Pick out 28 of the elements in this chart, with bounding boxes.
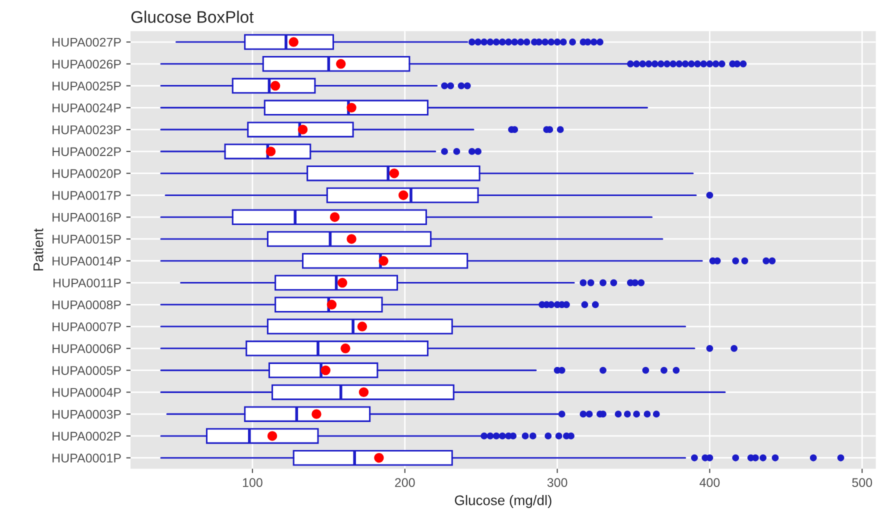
y-tick-label: HUPA0011P bbox=[54, 278, 121, 288]
y-tick-label: HUPA0001P bbox=[52, 454, 121, 462]
y-tick-label: HUPA0004P bbox=[52, 388, 121, 397]
x-axis-title: Glucose (mg/dl) bbox=[454, 495, 552, 508]
y-tick-label: HUPA0006P bbox=[52, 344, 121, 354]
x-tick-label: 400 bbox=[700, 478, 720, 487]
y-tick-label: HUPA0026P bbox=[52, 60, 121, 69]
x-tick-label: 200 bbox=[395, 478, 415, 487]
y-axis-title: Patient bbox=[33, 228, 44, 270]
y-tick-label: HUPA0017P bbox=[52, 191, 121, 200]
x-tick-label: 300 bbox=[547, 478, 568, 487]
y-tick-label: HUPA0003P bbox=[52, 410, 121, 419]
y-tick-label: HUPA0005P bbox=[52, 366, 121, 375]
y-tick-label: HUPA0016P bbox=[52, 212, 121, 222]
y-tick-label: HUPA0027P bbox=[52, 38, 121, 47]
y-tick-label: HUPA0014P bbox=[52, 256, 121, 266]
x-tick-label: 500 bbox=[852, 478, 872, 487]
y-tick-label: HUPA0022P bbox=[52, 147, 121, 156]
chart-title: Glucose BoxPlot bbox=[131, 10, 254, 23]
y-tick-label: HUPA0008P bbox=[52, 300, 121, 310]
y-tick-label: HUPA0024P bbox=[52, 103, 121, 112]
y-tick-label: HUPA0023P bbox=[52, 125, 121, 134]
y-tick-label: HUPA0007P bbox=[52, 322, 121, 332]
y-tick-label: HUPA0002P bbox=[52, 432, 121, 441]
y-tick-label: HUPA0025P bbox=[52, 82, 121, 90]
y-tick-label: HUPA0020P bbox=[52, 169, 121, 178]
x-tick-label: 100 bbox=[242, 478, 262, 487]
y-tick-label: HUPA0015P bbox=[52, 234, 121, 244]
